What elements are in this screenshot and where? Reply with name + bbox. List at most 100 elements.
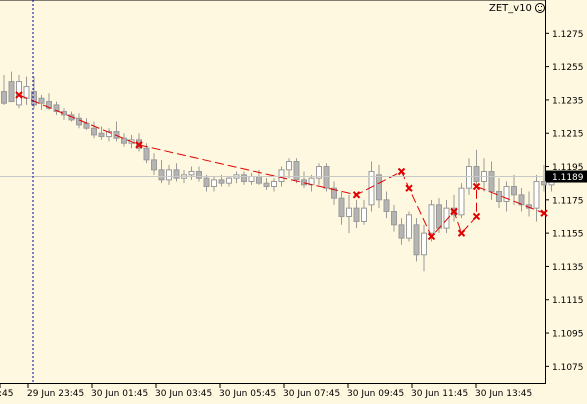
y-tick-label: 1.1135 bbox=[552, 263, 584, 273]
candle bbox=[346, 194, 352, 234]
zigzag-point-marker bbox=[427, 232, 436, 241]
indicator-label: ZET_v10 bbox=[489, 1, 545, 15]
y-tick-label: 1.1175 bbox=[552, 196, 584, 206]
candle bbox=[76, 113, 82, 129]
zigzag-line bbox=[18, 94, 545, 238]
current-price-bg bbox=[546, 170, 587, 183]
bear-candle-body bbox=[196, 171, 202, 179]
candle bbox=[308, 174, 315, 192]
zigzag-point-marker bbox=[472, 212, 481, 221]
bear-candle-body bbox=[1, 91, 7, 104]
bear-candle-body bbox=[218, 179, 225, 184]
bull-candle-body bbox=[466, 166, 472, 189]
candle bbox=[413, 218, 420, 262]
bull-candle-body bbox=[458, 187, 465, 216]
bear-candle-body bbox=[91, 127, 97, 136]
candle bbox=[286, 158, 292, 179]
candle bbox=[271, 178, 277, 192]
candle bbox=[473, 149, 480, 189]
bear-candle-body bbox=[241, 174, 247, 183]
candle bbox=[113, 121, 120, 142]
candle bbox=[458, 183, 465, 219]
y-tick-label: 1.1115 bbox=[552, 296, 584, 306]
bear-candle-body bbox=[158, 169, 165, 181]
candle bbox=[248, 173, 255, 185]
y-tick-label: 1.1155 bbox=[552, 230, 584, 240]
zigzag-point-marker bbox=[450, 207, 458, 216]
bull-candle-body bbox=[406, 214, 412, 239]
candle bbox=[1, 74, 7, 105]
y-tick-label: 1.1075 bbox=[552, 363, 584, 373]
bull-candle-body bbox=[106, 131, 112, 138]
candle bbox=[211, 176, 217, 192]
x-tick-label: 29 Jun 23:45 bbox=[27, 389, 84, 399]
candle bbox=[31, 76, 37, 109]
candle bbox=[316, 163, 322, 185]
bull-candle-body bbox=[271, 181, 277, 188]
zigzag-point-marker bbox=[540, 209, 548, 217]
bull-candle-body bbox=[428, 204, 435, 234]
bull-candle-body bbox=[421, 232, 427, 256]
bear-candle-body bbox=[323, 166, 330, 189]
y-tick-label: 1.1215 bbox=[552, 130, 584, 140]
candle bbox=[38, 94, 45, 110]
y-tick-label: 1.1195 bbox=[552, 163, 584, 173]
candle bbox=[526, 191, 532, 217]
bear-candle-body bbox=[338, 197, 345, 217]
bear-candle-body bbox=[263, 182, 270, 188]
bull-candle-body bbox=[316, 166, 322, 179]
candle bbox=[166, 164, 172, 185]
indicator-name: ZET_v10 bbox=[489, 2, 532, 14]
bull-candle-body bbox=[278, 169, 285, 183]
candle bbox=[173, 163, 180, 182]
bull-candle-body bbox=[503, 186, 510, 202]
candle bbox=[23, 76, 30, 105]
candle bbox=[226, 176, 232, 187]
bear-candle-body bbox=[61, 111, 67, 116]
x-tick-label: 30 Jun 03:45 bbox=[155, 389, 212, 399]
bear-candle-body bbox=[398, 224, 405, 239]
candle bbox=[83, 118, 90, 130]
candle bbox=[383, 191, 390, 219]
candle bbox=[376, 164, 382, 209]
candle bbox=[16, 74, 22, 109]
candle bbox=[8, 71, 15, 103]
bear-candle-body bbox=[391, 210, 397, 226]
zigzag-point-marker bbox=[352, 191, 361, 199]
zigzag-point-marker bbox=[457, 229, 466, 237]
y-tick-label: 1.1275 bbox=[552, 30, 584, 40]
candle bbox=[391, 204, 397, 232]
bull-candle-body bbox=[188, 171, 195, 176]
bear-candle-body bbox=[496, 191, 502, 202]
candle bbox=[61, 108, 67, 120]
y-tick-label: 1.1235 bbox=[552, 96, 584, 106]
bull-candle-body bbox=[533, 181, 540, 209]
bull-candle-body bbox=[211, 179, 217, 188]
zigzag-point-marker bbox=[397, 167, 406, 176]
current-price-label: 1.1189 bbox=[552, 173, 584, 183]
candle bbox=[518, 188, 525, 212]
bull-candle-body bbox=[361, 207, 367, 222]
zigzag-point-marker bbox=[135, 141, 143, 149]
candle bbox=[91, 121, 97, 139]
candle bbox=[421, 224, 427, 272]
bear-candle-body bbox=[121, 137, 127, 144]
bull-candle-body bbox=[166, 169, 172, 181]
bear-candle-body bbox=[511, 186, 517, 196]
zigzag-point-marker bbox=[15, 91, 23, 99]
candle bbox=[121, 133, 127, 147]
bull-candle-body bbox=[248, 176, 255, 183]
x-tick-label: :45 bbox=[0, 389, 13, 399]
candle bbox=[481, 158, 487, 192]
candle bbox=[541, 164, 547, 192]
candle bbox=[233, 171, 240, 184]
bear-candle-body bbox=[83, 122, 90, 129]
bull-candle-body bbox=[443, 207, 450, 229]
bear-candle-body bbox=[143, 147, 150, 161]
current-price-badge: 1.1189 bbox=[546, 170, 587, 183]
bear-candle-body bbox=[151, 159, 157, 171]
smiley-icon bbox=[534, 3, 545, 13]
candle bbox=[533, 174, 540, 222]
